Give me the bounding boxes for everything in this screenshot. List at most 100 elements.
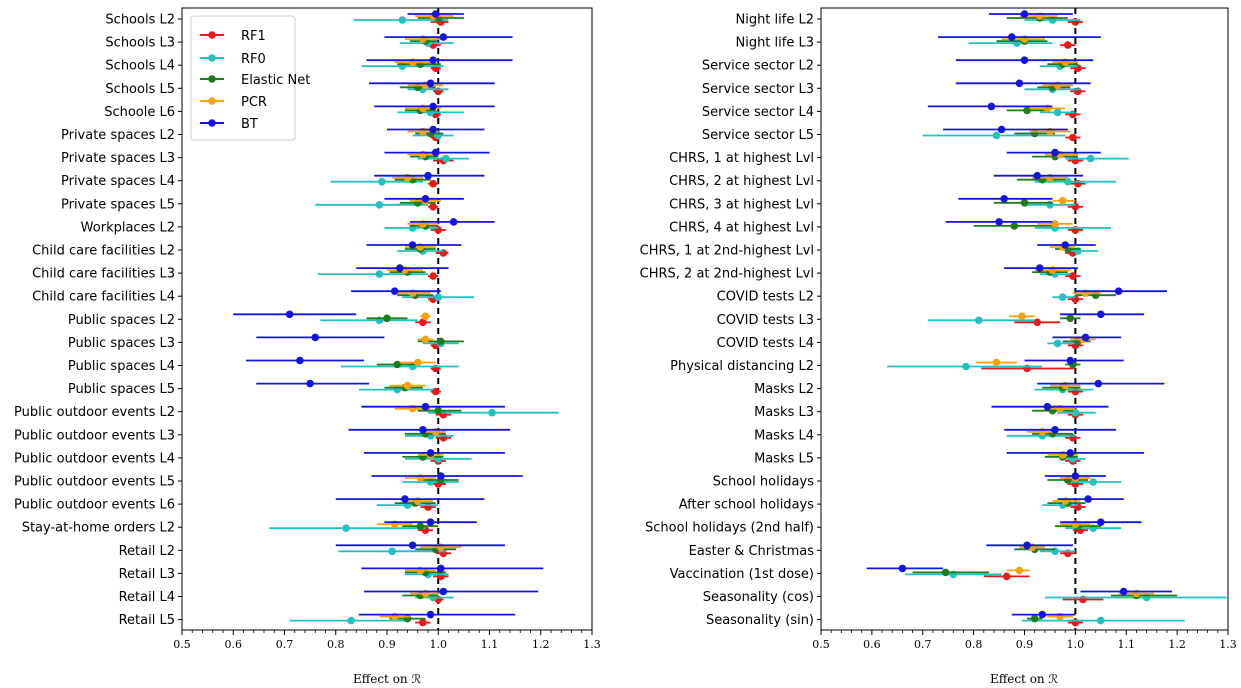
point-rf0 — [974, 316, 983, 325]
point-bt — [1066, 449, 1075, 457]
left-series-pcr — [376, 12, 462, 621]
category-label-stay-at-home-orders-l2: Stay-at-home orders L2 — [22, 521, 175, 536]
category-label-covid-tests-l3: COVID tests L3 — [717, 313, 814, 328]
category-label-public-spaces-l2: Public spaces L2 — [68, 313, 175, 328]
point-bt — [1015, 79, 1024, 88]
point-rf0 — [342, 524, 350, 532]
point-rf1 — [1002, 572, 1011, 581]
point-bt — [1007, 33, 1016, 41]
point-rf1 — [429, 272, 437, 280]
category-label-chrs-4-at-highest-lvl: CHRS, 4 at highest Lvl — [669, 220, 814, 235]
legend: RF1 RF0 Elastic Net PCR BT — [190, 15, 310, 141]
point-elastic-net — [941, 568, 950, 577]
point-pcr — [413, 358, 422, 367]
left-x-tick-label: 1.0 — [430, 638, 448, 651]
category-label-masks-l3: Masks L3 — [754, 405, 814, 420]
point-bt — [396, 264, 404, 272]
left-x-tick-label: 1.2 — [532, 638, 550, 651]
point-elastic-net — [1023, 106, 1031, 115]
left-x-tick-label: 0.9 — [378, 638, 396, 651]
category-label-chrs-2-at-2nd-highest-lvl: CHRS, 2 at 2nd-highest Lvl — [640, 267, 814, 282]
category-label-chrs-2-at-highest-lvl: CHRS, 2 at highest Lvl — [669, 174, 814, 189]
point-rf0 — [398, 16, 407, 24]
right-series-rf1 — [981, 18, 1104, 627]
point-rf0 — [375, 270, 384, 278]
category-label-masks-l4: Masks L4 — [754, 428, 814, 443]
point-bt — [419, 426, 427, 434]
point-bt — [1043, 402, 1052, 411]
category-label-private-spaces-l2: Private spaces L2 — [61, 128, 175, 143]
category-label-public-spaces-l5: Public spaces L5 — [68, 382, 175, 397]
point-rf1 — [1033, 318, 1042, 327]
point-bt — [426, 610, 435, 619]
category-label-chrs-3-at-highest-lvl: CHRS, 3 at highest Lvl — [669, 197, 814, 212]
point-bt — [437, 564, 445, 573]
right-x-tick-label: 0.7 — [914, 638, 932, 651]
legend-label-bt: BT — [241, 117, 258, 132]
point-elastic-net — [1030, 614, 1039, 623]
left-x-tick-label: 1.3 — [583, 638, 601, 651]
point-elastic-net — [437, 337, 445, 346]
point-bt — [429, 102, 437, 111]
point-rf0 — [1097, 616, 1105, 625]
legend-label-rf0: RF0 — [241, 52, 266, 67]
right-x-tick-label: 0.6 — [863, 638, 881, 651]
category-label-child-care-facilities-l2: Child care facilities L2 — [32, 244, 175, 259]
point-rf0 — [434, 293, 443, 302]
category-label-school-holidays: School holidays — [713, 475, 815, 490]
right-x-tick-label: 1.1 — [1118, 638, 1136, 651]
category-label-masks-l5: Masks L5 — [754, 451, 814, 466]
category-label-public-outdoor-events-l4: Public outdoor events L4 — [14, 451, 175, 466]
point-rf1 — [419, 618, 427, 627]
left-panel: 0.5 0.6 0.7 0.8 0.9 1.0 1.1 1.2 1.3 Schools L2 Sch… — [14, 7, 601, 651]
left-x-axis-label: Effect on ℛ — [353, 672, 422, 686]
point-bt — [426, 449, 435, 457]
point-bt — [1061, 241, 1069, 249]
point-bt — [898, 564, 907, 573]
right-x-tick-label: 1.2 — [1168, 638, 1186, 651]
point-rf0 — [375, 201, 384, 209]
point-rf0 — [388, 547, 396, 556]
legend-entry-bt: BT — [200, 117, 258, 132]
category-label-easter-christmas: Easter & Christmas — [689, 544, 815, 559]
category-label-private-spaces-l4: Private spaces L4 — [61, 174, 175, 189]
point-pcr — [421, 335, 430, 344]
point-rf0 — [962, 362, 970, 371]
point-bt — [431, 148, 440, 157]
point-bt — [1094, 379, 1103, 388]
point-bt — [1071, 472, 1080, 480]
point-rf0 — [992, 131, 1001, 140]
category-label-vaccination-1st-dose: Vaccination (1st dose) — [670, 567, 814, 582]
right-x-tick-label: 1.3 — [1219, 638, 1237, 651]
point-elastic-net — [1020, 199, 1029, 207]
point-pcr — [1058, 197, 1067, 205]
right-series-bt — [866, 10, 1173, 619]
point-bt — [1020, 56, 1029, 64]
category-label-service-sector-l4: Service sector L4 — [702, 105, 814, 120]
category-label-night-life-l3: Night life L3 — [735, 36, 814, 51]
legend-label-pcr: PCR — [241, 95, 267, 110]
point-pcr — [992, 358, 1001, 367]
point-bt — [408, 241, 417, 249]
category-label-service-sector-l5: Service sector L5 — [702, 128, 814, 143]
point-bt — [1051, 426, 1059, 434]
left-x-tick-label: 0.6 — [225, 638, 243, 651]
category-label-public-outdoor-events-l2: Public outdoor events L2 — [14, 405, 175, 420]
category-label-after-school-holidays: After school holidays — [679, 498, 814, 513]
point-bt — [1020, 10, 1029, 18]
point-bt — [390, 287, 399, 296]
point-elastic-net — [383, 314, 391, 323]
point-bt — [449, 218, 458, 226]
right-x-tick-label: 1.0 — [1067, 638, 1085, 651]
category-label-service-sector-l2: Service sector L2 — [702, 59, 814, 74]
point-elastic-net — [1066, 314, 1075, 323]
point-bt — [1035, 264, 1044, 272]
point-bt — [437, 472, 445, 480]
category-label-retail-l5: Retail L5 — [119, 613, 175, 628]
point-rf0 — [442, 154, 450, 163]
category-label-schools-l3: Schools L3 — [105, 36, 175, 51]
point-rf0 — [1063, 177, 1072, 186]
point-bt — [426, 79, 435, 88]
point-rf1 — [1063, 41, 1072, 49]
point-bt — [1023, 541, 1031, 550]
